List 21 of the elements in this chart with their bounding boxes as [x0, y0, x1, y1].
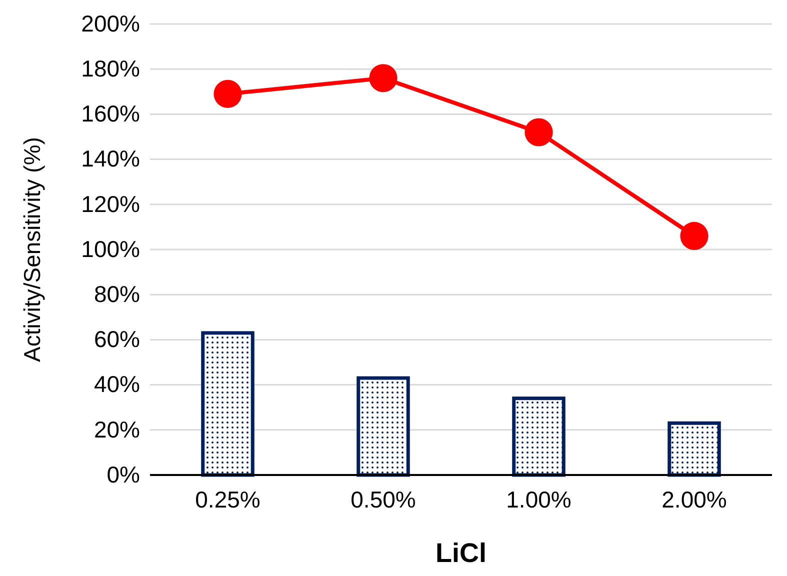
- y-tick-label: 120%: [81, 190, 140, 217]
- x-tick-label: 1.00%: [506, 486, 572, 512]
- point: [214, 80, 242, 108]
- y-axis-title: Activity/Sensitivity (%): [19, 137, 45, 362]
- y-tick-label: 0%: [106, 461, 140, 488]
- y-tick-label: 60%: [94, 326, 140, 352]
- y-tick-label: 100%: [81, 236, 140, 262]
- point: [680, 222, 708, 250]
- x-tick-label: 2.00%: [662, 486, 727, 512]
- y-tick-label: 200%: [81, 10, 140, 36]
- x-axis-title: LiCl: [436, 538, 486, 568]
- y-tick-label: 80%: [94, 280, 140, 307]
- y-tick-label: 20%: [94, 416, 140, 442]
- y-tick-label: 140%: [81, 146, 140, 172]
- point: [369, 64, 398, 92]
- point: [524, 118, 553, 146]
- y-tick-label: 40%: [94, 371, 140, 398]
- y-tick-label: 160%: [81, 100, 140, 127]
- y-tick-label: 180%: [81, 55, 140, 82]
- x-tick-label: 0.25%: [195, 486, 260, 512]
- x-tick-label: 0.50%: [350, 486, 416, 512]
